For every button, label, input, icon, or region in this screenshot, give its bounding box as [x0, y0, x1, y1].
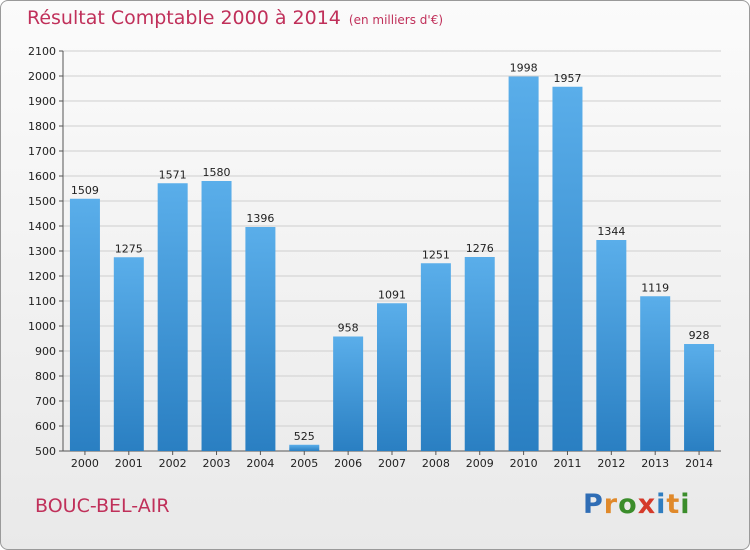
x-tick-label: 2009	[466, 457, 494, 470]
bar	[596, 240, 627, 451]
y-tick-label: 1500	[28, 195, 56, 208]
y-tick-label: 1900	[28, 95, 56, 108]
y-tick-label: 2100	[28, 45, 56, 58]
x-tick-label: 2004	[246, 457, 274, 470]
bar	[640, 296, 671, 451]
x-tick-label: 2002	[159, 457, 187, 470]
y-tick-label: 700	[35, 395, 56, 408]
data-labels: 1509 1275 1571 1580 1396 525 958 1091 1251 1276 19…	[71, 62, 710, 443]
y-tick-label: 1200	[28, 270, 56, 283]
x-tick-label: 2005	[290, 457, 318, 470]
logo-letter: r	[603, 489, 619, 520]
bar	[684, 344, 715, 451]
y-tick-label: 1700	[28, 145, 56, 158]
bar	[113, 257, 144, 451]
data-label: 1509	[71, 184, 99, 197]
logo-letter: o	[618, 489, 638, 520]
data-label: 1251	[422, 248, 450, 261]
bar	[333, 336, 364, 451]
bar	[245, 227, 276, 451]
data-label: 1998	[510, 62, 538, 75]
y-tick-label: 1300	[28, 245, 56, 258]
logo-letter: i	[680, 489, 691, 520]
bar	[508, 76, 539, 451]
x-tick-label: 2012	[597, 457, 625, 470]
data-label: 525	[294, 430, 315, 443]
data-label: 958	[338, 322, 359, 335]
proxiti-logo: Proxiti	[583, 489, 691, 520]
x-tick-label: 2000	[71, 457, 99, 470]
data-label: 1957	[553, 72, 581, 85]
bar	[69, 198, 100, 451]
logo-letter: x	[637, 489, 657, 520]
y-tick-label: 500	[35, 445, 56, 458]
bar	[157, 183, 188, 451]
bar	[377, 303, 407, 451]
x-tick-label: 2008	[422, 457, 450, 470]
bar	[420, 263, 451, 451]
y-tick-label: 800	[35, 370, 56, 383]
y-tick-label: 1400	[28, 220, 56, 233]
axes: 500 600 700 800 900 1000 1100 1200 1300 1400 1500 1…	[28, 45, 721, 470]
data-label: 1276	[466, 242, 494, 255]
logo-letter: i	[656, 489, 667, 520]
y-tick-label: 1000	[28, 320, 56, 333]
y-tick-label: 1100	[28, 295, 56, 308]
bar	[201, 181, 232, 451]
data-label: 1396	[246, 212, 274, 225]
data-label: 1091	[378, 288, 406, 301]
x-tick-label: 2010	[510, 457, 538, 470]
y-tick-label: 600	[35, 420, 56, 433]
x-tick-label: 2007	[378, 457, 406, 470]
y-tick-label: 1800	[28, 120, 56, 133]
data-label: 1275	[115, 242, 143, 255]
logo-letter: t	[666, 489, 681, 520]
data-label: 1571	[159, 168, 187, 181]
bar	[289, 444, 320, 451]
town-name: BOUC-BEL-AIR	[35, 495, 170, 517]
data-label: 1344	[597, 225, 625, 238]
data-label: 928	[689, 329, 710, 342]
title-unit: (en milliers d'€)	[348, 13, 444, 27]
x-tick-label: 2014	[685, 457, 713, 470]
y-tick-label: 900	[35, 345, 56, 358]
bar	[552, 86, 583, 451]
x-tick-label: 2013	[641, 457, 669, 470]
logo-letter: P	[583, 489, 604, 520]
x-tick-label: 2001	[115, 457, 143, 470]
bar	[464, 257, 495, 451]
chart-title: Résultat Comptable 2000 à 2014 (en millie…	[27, 7, 443, 29]
x-tick-label: 2006	[334, 457, 362, 470]
y-tick-label: 1600	[28, 170, 56, 183]
data-label: 1119	[641, 281, 669, 294]
y-tick-label: 2000	[28, 70, 56, 83]
x-tick-label: 2003	[203, 457, 231, 470]
bars	[69, 76, 715, 451]
title-text: Résultat Comptable 2000 à 2014	[27, 7, 341, 29]
x-tick-label: 2011	[553, 457, 581, 470]
data-label: 1580	[203, 166, 231, 179]
